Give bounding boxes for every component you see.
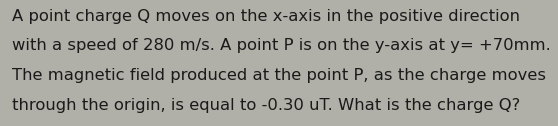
Text: with a speed of 280 m/s. A point P is on the y-axis at y= +70mm.: with a speed of 280 m/s. A point P is on… [12, 38, 551, 53]
Text: The magnetic field produced at the point P, as the charge moves: The magnetic field produced at the point… [12, 68, 546, 83]
Text: through the origin, is equal to -0.30 uT. What is the charge Q?: through the origin, is equal to -0.30 uT… [12, 98, 521, 113]
Text: A point charge Q moves on the x-axis in the positive direction: A point charge Q moves on the x-axis in … [12, 9, 520, 24]
